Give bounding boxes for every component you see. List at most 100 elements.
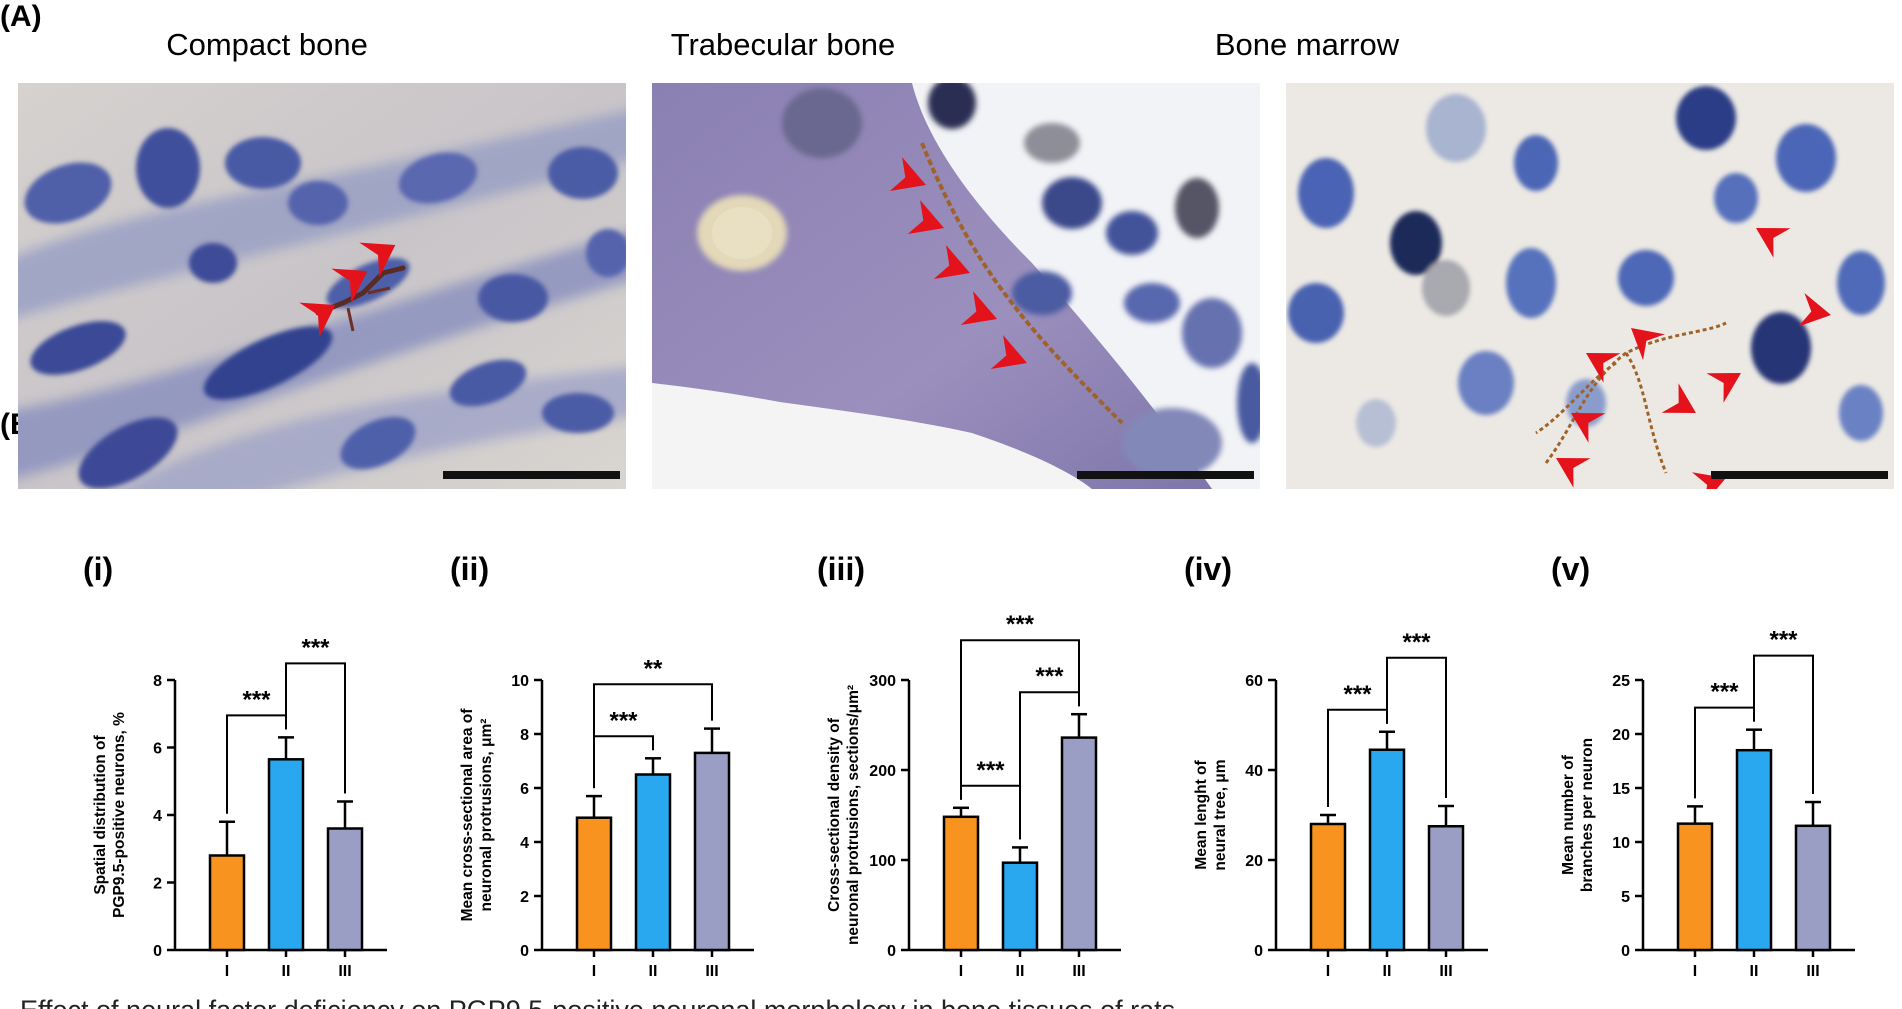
arrowhead-icon [1571, 413, 1606, 443]
y-tick-label: 20 [1245, 853, 1263, 870]
significance-bracket [285, 662, 346, 794]
x-tick-label: II [1016, 963, 1025, 980]
y-tick-label: 6 [153, 741, 162, 758]
x-tick-label: II [1383, 963, 1392, 980]
arrowhead-icon [299, 302, 336, 338]
micrograph-bone-marrow [1286, 83, 1894, 489]
chart-iv-svg: (iv) 0 20 40 60 Mean lenght of neural tree, μm… [1184, 551, 1488, 980]
x-tick-label: I [1693, 963, 1697, 980]
bar [267, 758, 305, 952]
arrowhead-icon [1691, 472, 1726, 489]
arrowhead-icon [1631, 328, 1665, 361]
bar [208, 854, 246, 952]
chart-sublabel: (i) [83, 551, 113, 587]
y-tick-label: 15 [1612, 781, 1630, 798]
scale-bar [1711, 471, 1888, 479]
significance-bracket [1753, 654, 1814, 795]
arrowhead-icon [990, 335, 1027, 369]
y-tick-label: 0 [1621, 943, 1630, 960]
y-tick-label: 60 [1245, 673, 1263, 690]
x-tick-label: III [705, 963, 718, 980]
y-tick-label: 40 [1245, 763, 1263, 780]
significance-bracket [593, 683, 713, 789]
y-tick-label: 8 [153, 673, 162, 690]
significance-label: ** [644, 655, 663, 682]
x-tick-label: II [649, 963, 658, 980]
significance-label: *** [1710, 679, 1739, 706]
bar [1735, 748, 1773, 952]
arrowhead-icon [1706, 373, 1741, 403]
y-axis-label: Mean lenght of neural tree, μm [1193, 759, 1229, 870]
bar [942, 815, 980, 952]
arrowhead-icon [907, 200, 944, 234]
significance-bracket [960, 639, 1080, 800]
significance-label: *** [976, 757, 1005, 784]
micrograph-title-compact-bone: Compact bone [166, 27, 368, 62]
arrowhead-icon [1661, 383, 1696, 413]
micrograph-title-bone-marrow: Bone marrow [1214, 27, 1400, 62]
arrowhead-icon [889, 157, 926, 191]
y-tick-label: 200 [869, 763, 896, 780]
arrowhead-icon [1756, 228, 1791, 258]
arrowhead-icon [933, 245, 970, 279]
significance-label: *** [1402, 629, 1431, 656]
scale-bar [1077, 471, 1254, 479]
y-tick-label: 10 [511, 673, 529, 690]
arrowhead-icon [359, 242, 396, 278]
bar [1794, 824, 1832, 952]
bar [326, 827, 364, 952]
bar [1001, 861, 1039, 952]
bar [575, 816, 613, 952]
y-tick-label: 100 [869, 853, 896, 870]
y-tick-label: 0 [887, 943, 896, 960]
y-tick-label: 0 [153, 943, 162, 960]
y-tick-label: 6 [520, 781, 529, 798]
bar [634, 773, 672, 952]
chart-sublabel: (iii) [817, 551, 865, 587]
chart-sublabel: (ii) [450, 551, 489, 587]
y-tick-label: 5 [1621, 889, 1630, 906]
significance-label: *** [301, 634, 330, 661]
bar [1368, 748, 1406, 952]
y-tick-label: 2 [520, 889, 529, 906]
significance-label: *** [1006, 611, 1035, 638]
chart-iii: (iii) 0 100 200 300 Cross-sectional density o… [809, 540, 1139, 980]
bar [1060, 736, 1098, 952]
chart-i-svg: (i) 0 2 4 6 8 Spatial distribution of PGP9.5-po… [83, 551, 387, 980]
significance-label: *** [1035, 663, 1064, 690]
bar [1676, 822, 1714, 952]
micrograph-bone-marrow-image [1286, 83, 1894, 489]
bar [693, 751, 731, 952]
significance-label: *** [1769, 627, 1798, 654]
x-tick-label: I [225, 963, 229, 980]
chart-ii-svg: (ii) 0 2 4 6 8 10 Mean cross-sectional area of n… [450, 551, 754, 980]
x-tick-label: III [1806, 963, 1819, 980]
x-tick-label: III [1072, 963, 1085, 980]
x-tick-label: I [1326, 963, 1330, 980]
x-tick-label: II [282, 963, 291, 980]
y-axis-label: Spatial distribution of PGP9.5-positive n… [92, 712, 128, 918]
arrowhead-icon [1798, 293, 1831, 327]
y-tick-label: 8 [520, 727, 529, 744]
x-tick-label: II [1750, 963, 1759, 980]
scale-bar [443, 471, 620, 479]
micrograph-trabecular-bone [652, 83, 1260, 489]
chart-v-svg: (v) 0 5 10 15 20 25 Mean number of branches per … [1551, 551, 1855, 980]
y-tick-label: 25 [1612, 673, 1630, 690]
micrograph-title-trabecular-bone: Trabecular bone [670, 27, 896, 62]
x-tick-label: I [959, 963, 963, 980]
chart-ii: (ii) 0 2 4 6 8 10 Mean cross-sectional area of n… [442, 540, 772, 980]
arrowhead-icon [1586, 353, 1621, 383]
x-tick-label: III [1439, 963, 1452, 980]
chart-v: (v) 0 5 10 15 20 25 Mean number of branches per … [1543, 540, 1873, 980]
y-tick-label: 4 [153, 808, 162, 825]
x-tick-label: III [338, 963, 351, 980]
chart-iv: (iv) 0 20 40 60 Mean lenght of neural tree, μm… [1176, 540, 1506, 980]
arrowhead-icon [331, 268, 368, 304]
y-tick-label: 20 [1612, 727, 1630, 744]
bar [1309, 822, 1347, 952]
panel-a-label: (A) [0, 0, 42, 33]
bar [1427, 825, 1465, 952]
chart-sublabel: (v) [1551, 551, 1590, 587]
y-axis-label: Mean number of branches per neuron [1560, 738, 1596, 892]
